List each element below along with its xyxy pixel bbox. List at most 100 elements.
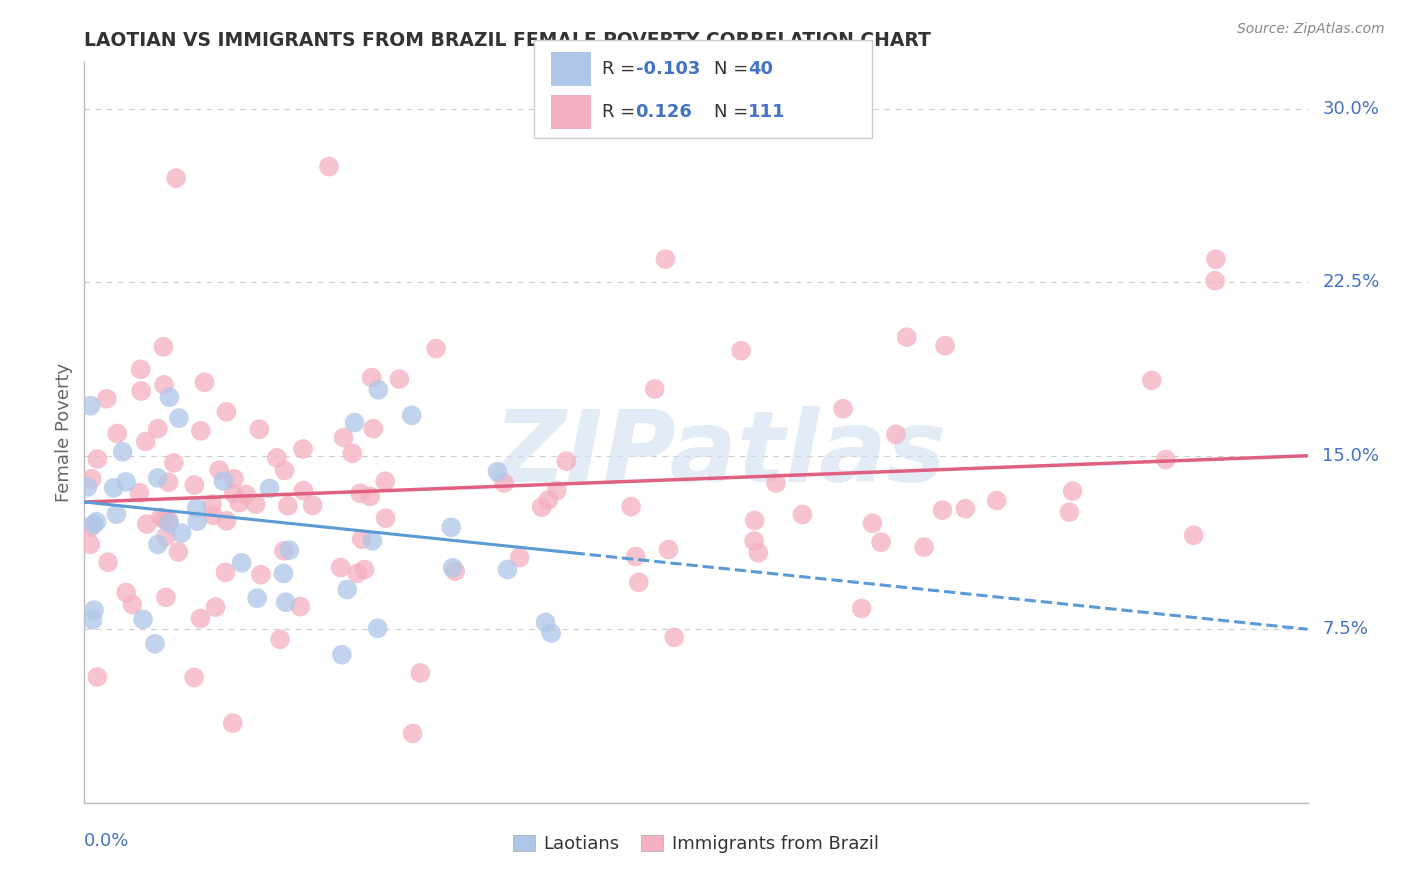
Point	[214, 566, 236, 580]
Point	[76, 480, 98, 494]
Point	[247, 422, 270, 436]
Text: R =: R =	[602, 103, 641, 121]
Point	[747, 546, 769, 560]
Point	[222, 486, 245, 500]
Point	[170, 526, 193, 541]
Point	[153, 512, 176, 526]
Point	[190, 611, 212, 625]
Y-axis label: Female Poverty: Female Poverty	[55, 363, 73, 502]
Point	[245, 497, 267, 511]
Point	[765, 475, 787, 490]
Text: 0.126: 0.126	[636, 103, 692, 121]
Point	[644, 382, 666, 396]
Point	[150, 510, 173, 524]
Point	[330, 648, 353, 662]
Point	[624, 549, 647, 564]
Point	[231, 556, 253, 570]
Point	[86, 670, 108, 684]
Point	[186, 514, 208, 528]
Point	[730, 343, 752, 358]
Point	[290, 599, 312, 614]
Point	[266, 450, 288, 465]
Point	[128, 485, 150, 500]
Text: R =: R =	[602, 60, 641, 78]
Point	[409, 665, 432, 680]
Point	[374, 474, 396, 488]
Point	[537, 493, 560, 508]
Text: -0.103: -0.103	[636, 60, 700, 78]
Point	[360, 370, 382, 384]
Point	[153, 377, 176, 392]
Point	[250, 567, 273, 582]
Point	[343, 416, 366, 430]
Point	[425, 342, 447, 356]
Point	[934, 338, 956, 352]
Point	[402, 726, 425, 740]
Point	[332, 430, 354, 444]
Point	[269, 632, 291, 647]
Point	[1182, 528, 1205, 542]
Point	[509, 550, 531, 565]
Point	[83, 603, 105, 617]
Point	[931, 503, 953, 517]
Point	[115, 585, 138, 599]
Text: 0.0%: 0.0%	[84, 832, 129, 850]
Point	[336, 582, 359, 597]
Point	[367, 383, 389, 397]
Point	[105, 426, 128, 441]
Point	[103, 481, 125, 495]
Point	[146, 537, 169, 551]
Text: ZIPatlas: ZIPatlas	[494, 407, 948, 503]
Point	[157, 516, 180, 531]
Point	[146, 422, 169, 436]
Point	[329, 560, 352, 574]
Point	[292, 483, 315, 498]
Point	[152, 340, 174, 354]
Text: N =: N =	[714, 60, 754, 78]
Point	[86, 452, 108, 467]
Point	[193, 376, 215, 390]
Point	[912, 540, 935, 554]
Point	[301, 499, 323, 513]
Point	[742, 534, 765, 549]
Text: 7.5%: 7.5%	[1322, 620, 1368, 639]
Point	[292, 442, 315, 456]
Point	[388, 372, 411, 386]
Point	[135, 434, 157, 449]
Point	[277, 499, 299, 513]
Point	[349, 486, 371, 500]
Point	[157, 514, 180, 528]
Point	[259, 481, 281, 495]
Point	[273, 463, 295, 477]
Point	[620, 500, 643, 514]
Point	[79, 399, 101, 413]
Point	[186, 501, 208, 516]
Point	[555, 454, 578, 468]
Point	[215, 405, 238, 419]
Point	[202, 508, 225, 523]
Point	[627, 575, 650, 590]
Point	[273, 544, 295, 558]
Point	[986, 493, 1008, 508]
Point	[350, 533, 373, 547]
Point	[534, 615, 557, 630]
Point	[654, 252, 676, 266]
Point	[363, 422, 385, 436]
Text: 22.5%: 22.5%	[1322, 273, 1379, 291]
Point	[896, 330, 918, 344]
Point	[884, 427, 907, 442]
Point	[129, 384, 152, 398]
Point	[494, 475, 516, 490]
Point	[278, 543, 301, 558]
Point	[132, 612, 155, 626]
Point	[346, 566, 368, 581]
Text: LAOTIAN VS IMMIGRANTS FROM BRAZIL FEMALE POVERTY CORRELATION CHART: LAOTIAN VS IMMIGRANTS FROM BRAZIL FEMALE…	[84, 30, 931, 50]
Point	[496, 562, 519, 576]
Point	[167, 545, 190, 559]
Point	[190, 424, 212, 438]
Point	[135, 516, 157, 531]
Point	[353, 562, 375, 576]
Point	[86, 515, 108, 529]
Text: 30.0%: 30.0%	[1322, 100, 1379, 118]
Point	[235, 487, 257, 501]
